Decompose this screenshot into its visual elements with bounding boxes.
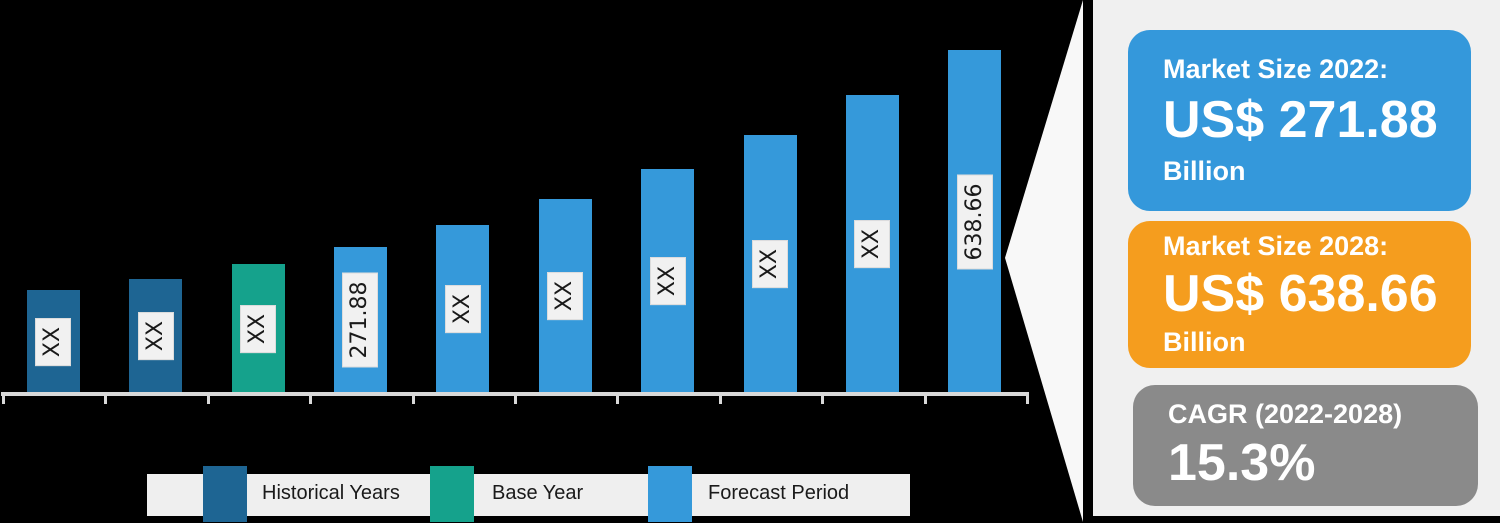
axis-tick — [923, 392, 927, 404]
bar-5: XX — [436, 225, 490, 393]
cagr-card: CAGR (2022-2028) 15.3% — [1133, 385, 1478, 506]
market-size-2028-card: Market Size 2028: US$ 638.66 Billion — [1128, 221, 1471, 368]
legend-background — [147, 474, 910, 516]
bar-8: XX — [743, 135, 797, 393]
bar-value-label: XX — [35, 317, 72, 366]
legend-label-forecast: Forecast Period — [708, 482, 850, 504]
axis-tick — [718, 392, 722, 404]
info-panel: Market Size 2022: US$ 271.88 Billion Mar… — [1093, 0, 1500, 516]
axis-tick — [1026, 392, 1029, 404]
bar-6: XX — [538, 199, 592, 393]
bar-value-label: XX — [137, 311, 174, 361]
bar-value-label: XX — [752, 239, 788, 289]
legend-label-base-year: Base Year — [492, 482, 584, 504]
bar-1: XX — [26, 290, 80, 393]
axis-tick — [2, 392, 5, 404]
bar-value-label: 271.88 — [342, 272, 379, 368]
bar-10: 638.66 — [948, 50, 1002, 393]
bar-value-label: XX — [240, 304, 276, 353]
card-title: CAGR (2022-2028) — [1168, 398, 1403, 429]
card-unit: Billion — [1163, 156, 1246, 187]
axis-tick — [411, 392, 415, 404]
bar-chart: XX XX XX 271.88 XX XX XX XX XX 638.66 Historical … — [1, 50, 1029, 523]
bar-3: XX — [231, 264, 285, 393]
axis-tick — [514, 392, 517, 404]
axis-tick — [821, 392, 825, 404]
card-title: Market Size 2022: — [1163, 53, 1389, 84]
card-unit: Billion — [1163, 327, 1246, 358]
card-value: 15.3% — [1168, 433, 1316, 492]
legend-swatch-base-year — [430, 466, 474, 522]
bar-value-label: XX — [649, 256, 686, 306]
bar-value-label: XX — [444, 284, 481, 334]
bar-value-label: 638.66 — [956, 174, 993, 269]
bar-4: 271.88 — [333, 247, 387, 393]
legend-swatch-historical — [203, 466, 247, 522]
market-size-2022-card: Market Size 2022: US$ 271.88 Billion — [1128, 30, 1471, 211]
axis-tick — [104, 392, 108, 404]
bar-7: XX — [641, 169, 695, 393]
axis-tick — [309, 392, 313, 404]
legend: Historical Years Base Year Forecast Peri… — [147, 466, 910, 523]
axis-tick — [206, 392, 210, 404]
bar-2: XX — [129, 279, 183, 393]
bar-value-label: XX — [854, 219, 891, 269]
axis-tick — [616, 392, 620, 404]
card-title: Market Size 2028: — [1163, 230, 1389, 261]
bar-value-label: XX — [547, 271, 584, 321]
bars-container: XX XX XX 271.88 XX XX XX XX XX 638.66 — [26, 50, 1002, 393]
legend-swatch-forecast — [648, 466, 692, 522]
card-value: US$ 271.88 — [1163, 90, 1438, 149]
card-value: US$ 638.66 — [1163, 264, 1438, 323]
legend-label-historical: Historical Years — [262, 482, 400, 504]
bar-9: XX — [845, 95, 899, 393]
